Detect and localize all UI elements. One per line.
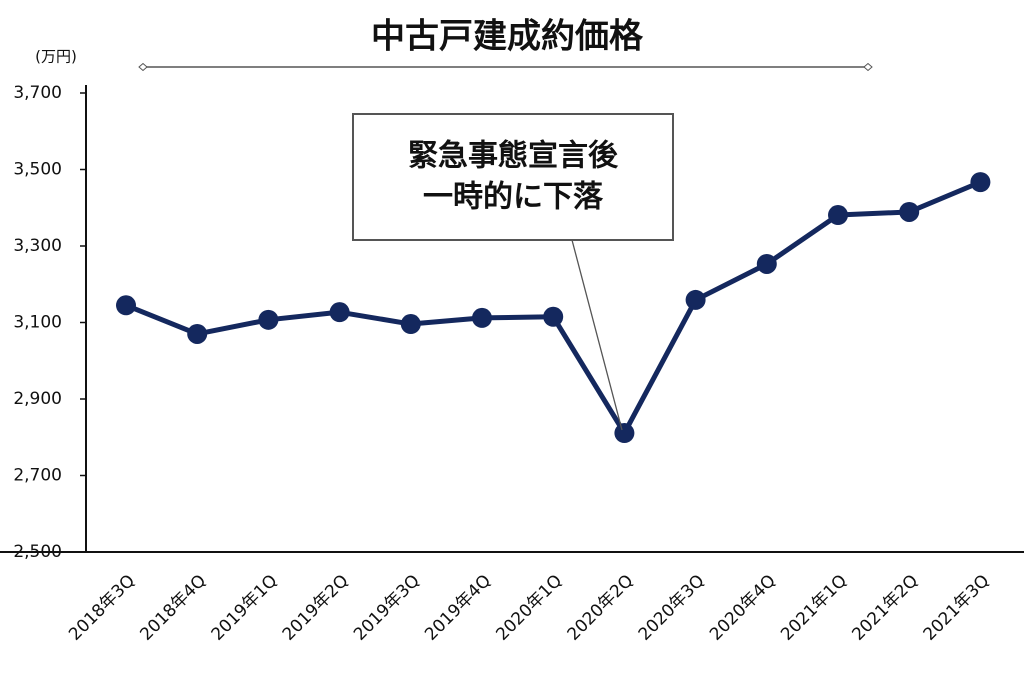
x-tick-label: 2020年1Q	[492, 571, 566, 645]
x-tick-label: 2020年3Q	[635, 571, 709, 645]
y-tick-label: 3,700	[13, 83, 62, 103]
data-point	[258, 309, 279, 330]
y-tick-label: 3,100	[13, 313, 62, 333]
y-tick-label: 2,700	[13, 466, 62, 486]
data-point	[400, 314, 421, 335]
annotation-pointer	[571, 239, 623, 431]
data-point	[543, 306, 564, 327]
data-point	[472, 307, 492, 328]
bracket-ends	[138, 62, 873, 72]
data-point	[329, 302, 350, 323]
y-tick-label: 3,500	[13, 160, 62, 180]
data-point	[828, 205, 848, 226]
plot	[116, 172, 991, 444]
x-tick-label: 2020年2Q	[564, 571, 638, 645]
data-point	[756, 253, 777, 274]
x-tick-label: 2020年4Q	[706, 571, 780, 645]
x-tick-label: 2019年4Q	[421, 571, 495, 645]
x-tick-label: 2021年3Q	[920, 571, 994, 645]
data-point	[970, 172, 991, 193]
x-tick-label: 2021年1Q	[777, 571, 851, 645]
x-tick-label: 2019年2Q	[279, 571, 353, 645]
data-point	[187, 323, 208, 344]
y-tick-label: 2,900	[13, 389, 62, 409]
x-tick-label: 2019年1Q	[208, 571, 282, 645]
annotation-line: 緊急事態宣言後	[408, 139, 619, 174]
y-tick-label: 2,500	[13, 542, 62, 562]
x-tick-label: 2018年3Q	[65, 571, 139, 645]
y-tick-label: 3,300	[13, 236, 62, 256]
annotation-box	[352, 113, 674, 241]
x-tick-label: 2018年4Q	[136, 571, 210, 645]
data-point	[685, 289, 706, 310]
data-point	[899, 201, 920, 222]
data-point	[614, 423, 635, 444]
data-point	[116, 295, 136, 316]
x-tick-label: 2019年3Q	[350, 571, 424, 645]
chart-title: 中古戸建成約価格	[371, 17, 644, 57]
x-tick-label: 2021年2Q	[848, 571, 922, 645]
y-unit-label: (万円)	[35, 48, 77, 66]
annotation-line: 一時的に下落	[423, 180, 604, 215]
